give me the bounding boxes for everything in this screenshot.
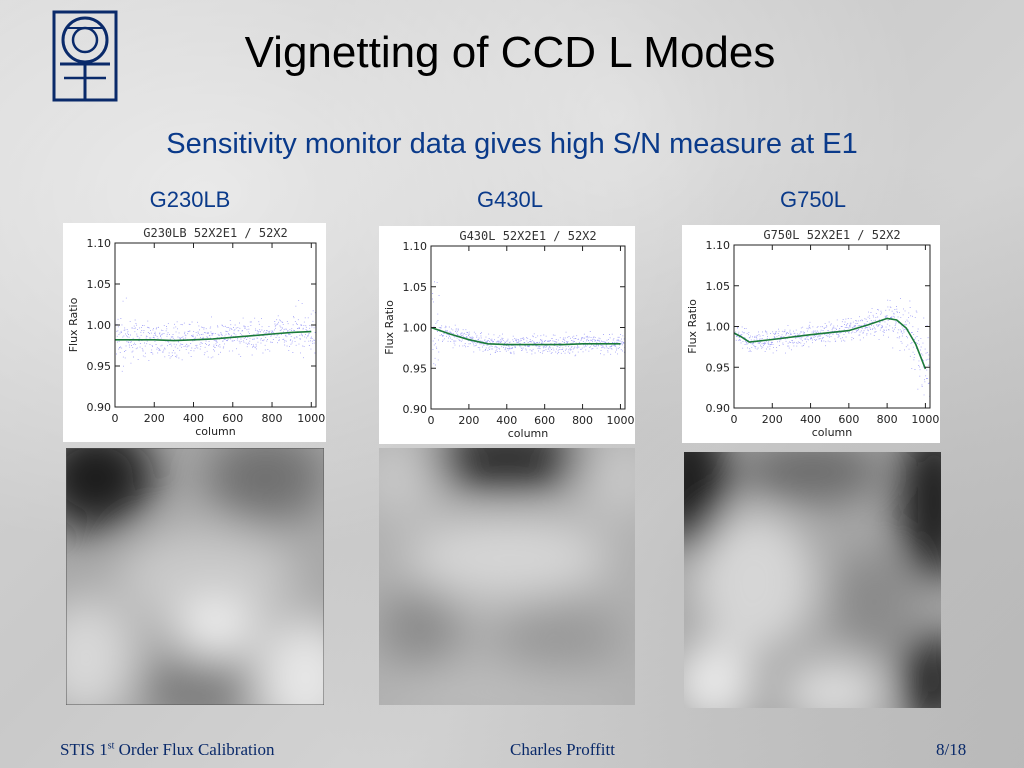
chart-title: G750L 52X2E1 / 52X2 [763,228,900,242]
slide-subtitle: Sensitivity monitor data gives high S/N … [166,128,858,160]
chart-svg: G230LB 52X2E1 / 52X2 0.90 0.95 1.00 1.05 1.10… [67,226,325,438]
footer-course: STIS 1st Order Flux Calibration [60,740,275,759]
y-tick-label: 1.05 [403,281,428,294]
flux-ratio-plot-g230lb: G230LB 52X2E1 / 52X2 0.90 0.95 1.00 1.05 1.10… [63,223,326,442]
panel-label-g230lb: G230LB [149,187,231,212]
y-tick-label: 0.95 [706,361,731,374]
x-tick-label: 0 [428,414,435,427]
x-tick-label: 400 [183,412,204,425]
fit-line [733,317,927,370]
x-tick-label: 400 [800,413,821,426]
chart-svg: G750L 52X2E1 / 52X2 0.90 0.95 1.00 1.05 1.10 0… [686,228,939,439]
flux-ratio-plot-g750l: G750L 52X2E1 / 52X2 0.90 0.95 1.00 1.05 1.10 0… [682,225,940,443]
plot-frame [114,242,317,408]
flux-ratio-plot-g430l: G430L 52X2E1 / 52X2 0.90 0.95 1.00 1.05 1.10 0… [379,226,635,444]
scatter-point-cloud [431,281,626,366]
x-tick-label: 1000 [606,414,634,427]
x-tick-label: 800 [262,412,283,425]
x-tick-label: 600 [838,413,859,426]
chart-title: G430L 52X2E1 / 52X2 [459,229,596,243]
y-tick-label: 1.10 [87,237,112,250]
y-tick-label: 0.95 [87,360,112,373]
fit-line [430,326,621,346]
x-tick-label: 200 [458,414,479,427]
x-axis-label: column [812,426,853,439]
y-tick-label: 0.90 [87,401,112,414]
scatter-point-cloud [116,297,317,372]
slide-title: Vignetting of CCD L Modes [244,28,776,77]
footer-author: Charles Proffitt [510,740,615,759]
stis-logo [52,10,118,102]
x-tick-label: 0 [112,412,119,425]
chart-svg: G430L 52X2E1 / 52X2 0.90 0.95 1.00 1.05 1.10 0… [383,229,634,440]
y-tick-label: 1.10 [706,239,731,252]
x-tick-label: 200 [762,413,783,426]
y-tick-label: 1.00 [87,319,112,332]
panel-label-g750l: G750L [779,187,847,212]
y-axis-label: Flux Ratio [67,297,80,352]
vignetting-map-g230lb [66,448,324,705]
fit-line [115,330,312,342]
plot-frame [733,244,931,409]
y-axis-label: Flux Ratio [686,299,699,354]
footer-page-number: 8/18 [936,740,967,759]
y-tick-label: 1.05 [706,280,731,293]
x-tick-label: 600 [222,412,243,425]
y-tick-label: 0.90 [403,403,428,416]
scatter-points [431,281,626,366]
vignetting-map-g430l [379,448,635,705]
vignetting-map-g750l [684,452,941,708]
x-tick-label: 0 [731,413,738,426]
x-axis-label: column [508,427,549,440]
x-tick-label: 800 [877,413,898,426]
plot-frame [430,245,626,410]
x-tick-label: 800 [572,414,593,427]
y-tick-label: 1.00 [403,322,428,335]
scatter-point-cloud [735,298,931,397]
scatter-points [735,298,931,397]
x-tick-label: 1000 [297,412,325,425]
x-tick-label: 400 [496,414,517,427]
y-tick-label: 0.90 [706,402,731,415]
x-tick-label: 200 [144,412,165,425]
y-tick-label: 1.10 [403,240,428,253]
y-tick-label: 1.05 [87,278,112,291]
y-tick-label: 1.00 [706,321,731,334]
chart-title: G230LB 52X2E1 / 52X2 [143,226,288,240]
y-tick-label: 0.95 [403,362,428,375]
panel-label-g430l: G430L [476,187,544,212]
x-tick-label: 600 [534,414,555,427]
scatter-points [116,297,317,372]
x-tick-label: 1000 [911,413,939,426]
x-axis-label: column [195,425,236,438]
y-axis-label: Flux Ratio [383,300,396,355]
